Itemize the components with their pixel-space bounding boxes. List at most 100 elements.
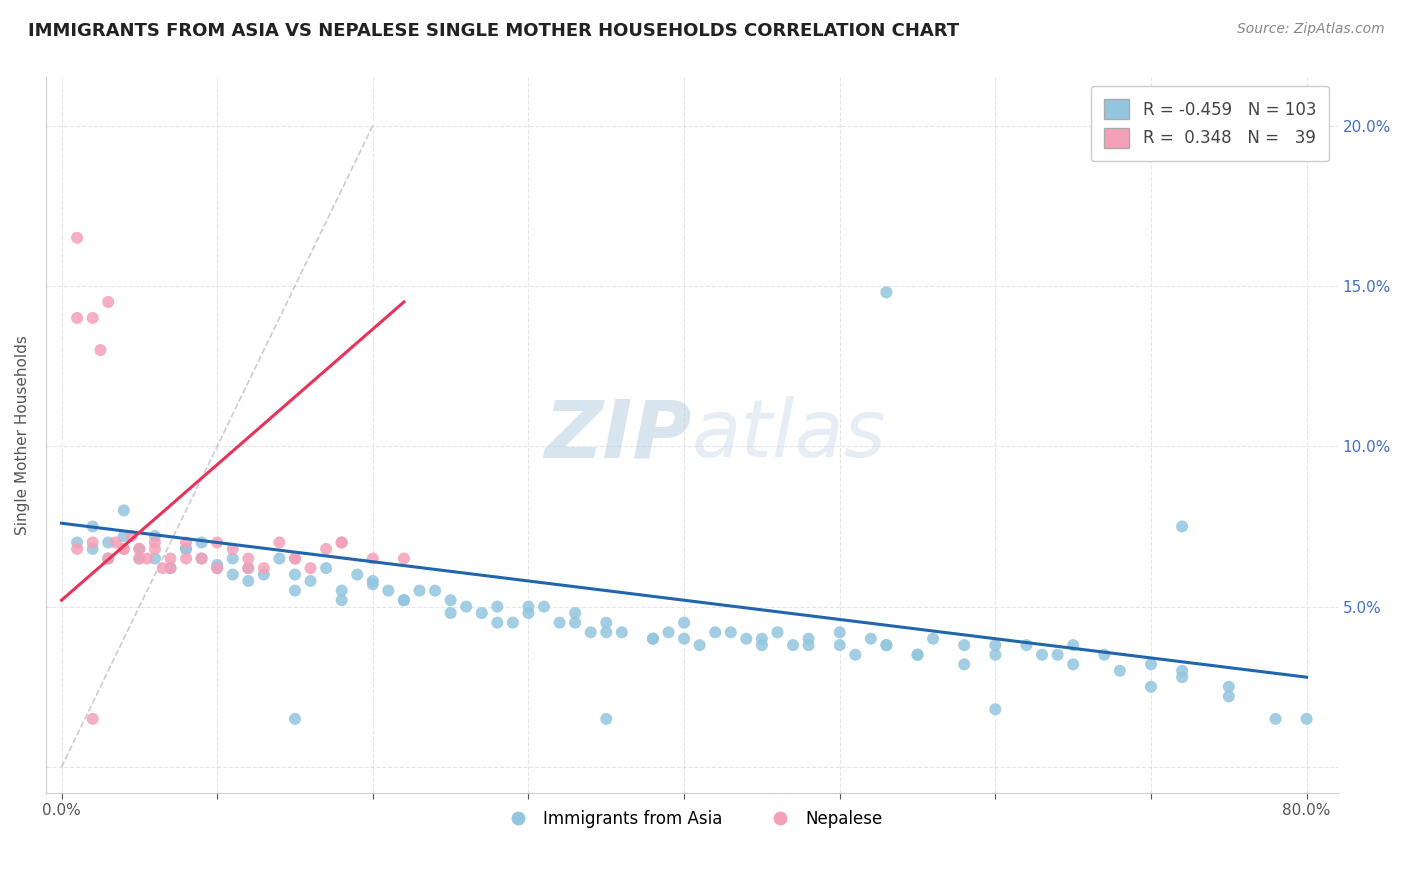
Point — [299, 574, 322, 588]
Point — [984, 648, 1007, 662]
Point — [159, 561, 181, 575]
Point — [720, 625, 742, 640]
Point — [361, 574, 384, 588]
Point — [828, 638, 851, 652]
Point — [1171, 664, 1194, 678]
Point — [284, 583, 307, 598]
Point — [284, 712, 307, 726]
Point — [440, 593, 463, 607]
Point — [1108, 664, 1130, 678]
Point — [205, 561, 228, 575]
Point — [735, 632, 758, 646]
Point — [121, 529, 143, 543]
Point — [128, 541, 150, 556]
Point — [423, 583, 446, 598]
Point — [1046, 648, 1069, 662]
Point — [579, 625, 602, 640]
Point — [143, 535, 166, 549]
Point — [82, 535, 104, 549]
Point — [641, 632, 664, 646]
Point — [392, 593, 415, 607]
Point — [330, 583, 353, 598]
Point — [486, 615, 509, 630]
Point — [564, 615, 586, 630]
Point — [205, 535, 228, 549]
Point — [238, 551, 260, 566]
Point — [533, 599, 555, 614]
Point — [284, 551, 307, 566]
Point — [907, 648, 929, 662]
Point — [97, 551, 120, 566]
Point — [190, 551, 212, 566]
Point — [66, 541, 89, 556]
Point — [548, 615, 571, 630]
Point — [284, 567, 307, 582]
Point — [751, 632, 773, 646]
Point — [112, 503, 135, 517]
Point — [1092, 648, 1115, 662]
Point — [143, 551, 166, 566]
Point — [128, 541, 150, 556]
Point — [392, 551, 415, 566]
Point — [66, 310, 89, 325]
Point — [408, 583, 430, 598]
Point — [517, 599, 540, 614]
Point — [1140, 657, 1163, 672]
Point — [1295, 712, 1317, 726]
Point — [953, 657, 976, 672]
Point — [844, 648, 866, 662]
Point — [66, 231, 89, 245]
Point — [595, 625, 617, 640]
Point — [486, 599, 509, 614]
Text: Source: ZipAtlas.com: Source: ZipAtlas.com — [1237, 22, 1385, 37]
Point — [190, 535, 212, 549]
Point — [143, 529, 166, 543]
Point — [143, 541, 166, 556]
Text: atlas: atlas — [692, 396, 887, 474]
Text: IMMIGRANTS FROM ASIA VS NEPALESE SINGLE MOTHER HOUSEHOLDS CORRELATION CHART: IMMIGRANTS FROM ASIA VS NEPALESE SINGLE … — [28, 22, 959, 40]
Point — [875, 638, 897, 652]
Point — [1218, 690, 1240, 704]
Point — [392, 593, 415, 607]
Point — [253, 561, 276, 575]
Point — [136, 551, 159, 566]
Point — [299, 561, 322, 575]
Point — [875, 285, 897, 300]
Point — [159, 551, 181, 566]
Point — [82, 712, 104, 726]
Point — [1062, 638, 1084, 652]
Point — [97, 295, 120, 310]
Point — [238, 561, 260, 575]
Point — [641, 632, 664, 646]
Point — [330, 535, 353, 549]
Point — [471, 606, 494, 620]
Point — [673, 632, 696, 646]
Point — [97, 535, 120, 549]
Point — [152, 561, 174, 575]
Point — [174, 551, 197, 566]
Point — [174, 535, 197, 549]
Point — [82, 519, 104, 533]
Point — [315, 541, 337, 556]
Point — [269, 551, 291, 566]
Point — [1218, 680, 1240, 694]
Point — [112, 541, 135, 556]
Point — [1171, 670, 1194, 684]
Point — [269, 535, 291, 549]
Point — [517, 606, 540, 620]
Point — [875, 638, 897, 652]
Point — [1171, 519, 1194, 533]
Point — [377, 583, 399, 598]
Point — [105, 535, 128, 549]
Point — [922, 632, 945, 646]
Text: ZIP: ZIP — [544, 396, 692, 474]
Point — [984, 702, 1007, 716]
Point — [502, 615, 524, 630]
Point — [222, 551, 245, 566]
Point — [797, 632, 820, 646]
Point — [689, 638, 711, 652]
Point — [128, 551, 150, 566]
Point — [595, 615, 617, 630]
Point — [595, 712, 617, 726]
Point — [361, 551, 384, 566]
